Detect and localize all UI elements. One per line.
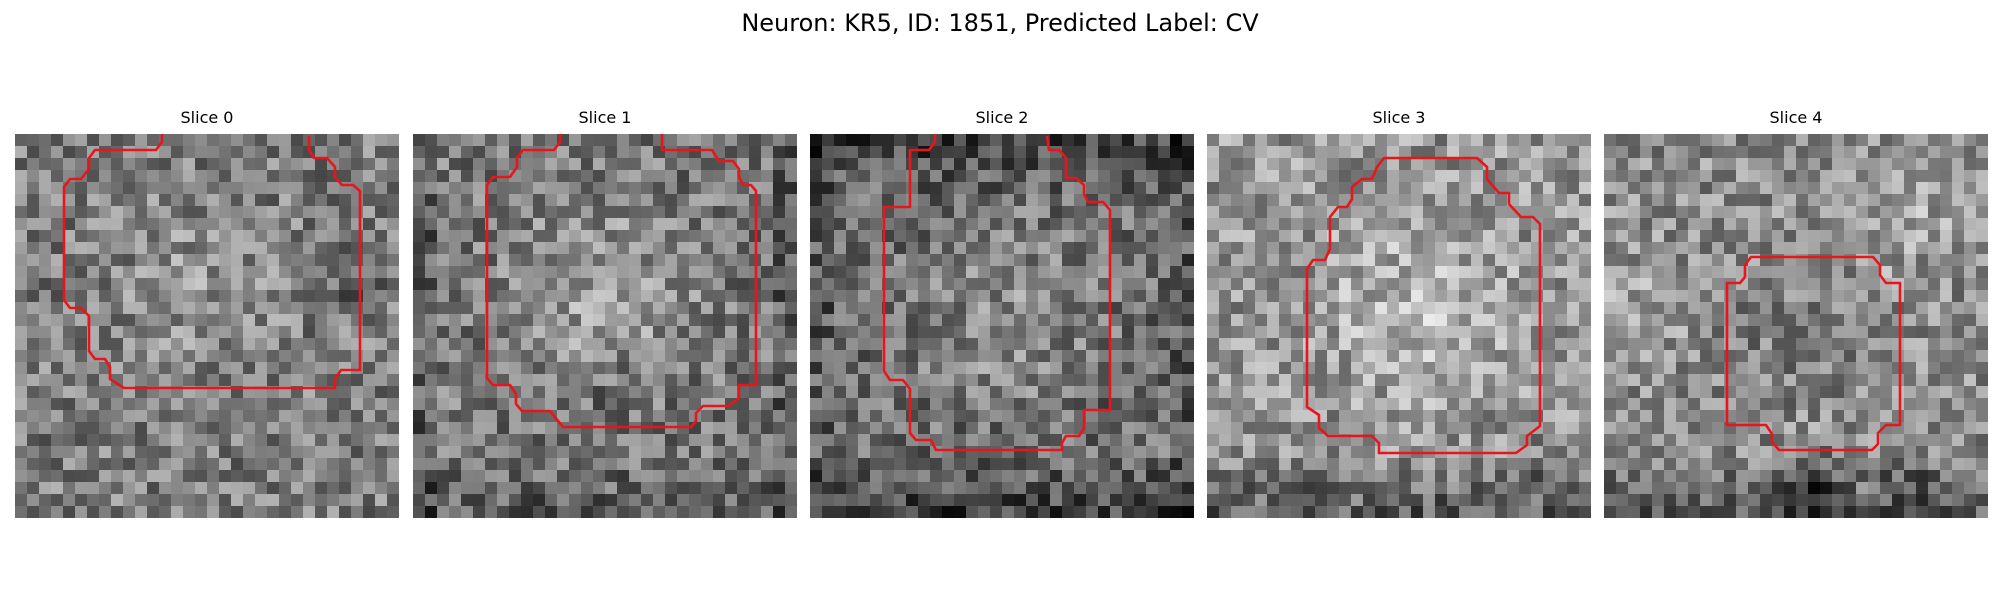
slice-panel-0: Slice 0	[15, 107, 399, 518]
slice-image-3	[1207, 134, 1591, 518]
slice-svg-3	[1207, 134, 1591, 518]
slice-title-1: Slice 1	[578, 108, 632, 127]
roi-contour	[485, 134, 758, 429]
slice-svg-0	[15, 134, 399, 518]
pixel-grid	[15, 134, 399, 518]
slice-title-2: Slice 2	[975, 108, 1029, 127]
slice-svg-1	[413, 134, 797, 518]
slice-image-1	[413, 134, 797, 518]
figure-title: Neuron: KR5, ID: 1851, Predicted Label: …	[741, 9, 1259, 37]
slice-image-0	[15, 134, 399, 518]
slice-svg-2	[810, 134, 1194, 518]
roi-contour	[1305, 156, 1542, 455]
pixel-grid	[810, 134, 1194, 518]
roi-contour	[1725, 255, 1902, 452]
slice-image-4	[1604, 134, 1988, 518]
pixel-grid	[1604, 134, 1988, 518]
slice-panel-1: Slice 1	[413, 107, 797, 518]
pixel-grid	[1207, 134, 1591, 518]
slice-svg-4	[1604, 134, 1988, 518]
slice-panel-2: Slice 2	[810, 107, 1194, 518]
slice-panel-3: Slice 3	[1207, 107, 1591, 518]
roi-contour	[882, 134, 1112, 452]
slice-title-4: Slice 4	[1769, 108, 1823, 127]
slice-panel-4: Slice 4	[1604, 107, 1988, 518]
slice-image-2	[810, 134, 1194, 518]
roi-contour	[62, 134, 362, 390]
slice-title-0: Slice 0	[180, 108, 234, 127]
slice-title-3: Slice 3	[1372, 108, 1426, 127]
pixel-grid	[413, 134, 797, 518]
